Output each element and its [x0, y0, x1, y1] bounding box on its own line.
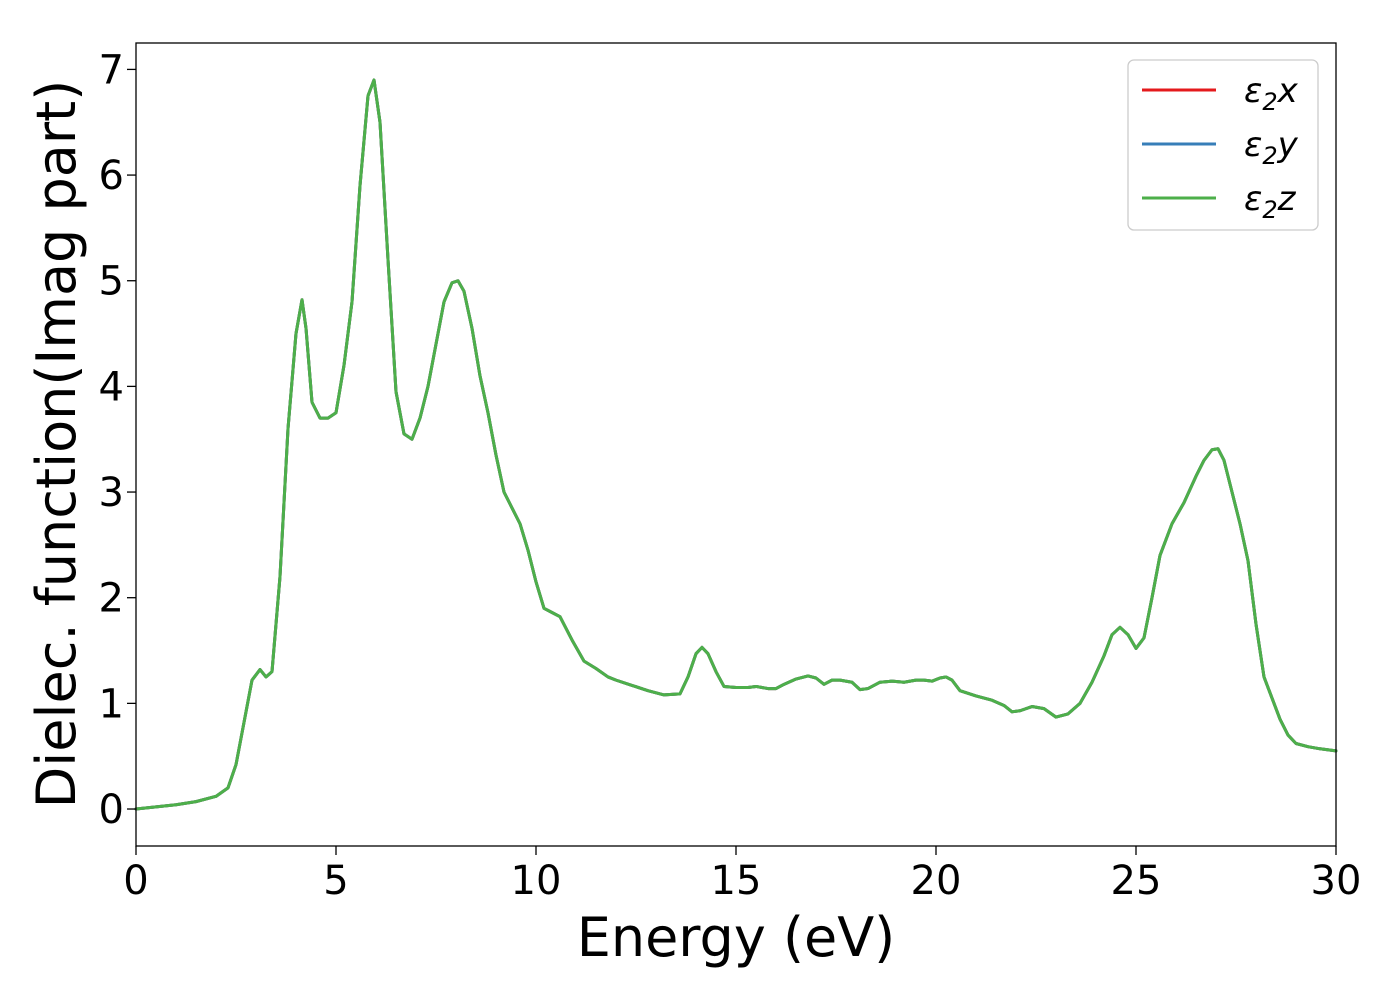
y-tick-label: 7	[99, 47, 124, 93]
x-tick-label: 25	[1111, 858, 1162, 904]
x-tick-label: 20	[911, 858, 962, 904]
x-tick-label: 30	[1311, 858, 1362, 904]
y-tick-label: 4	[99, 364, 124, 410]
y-tick-label: 0	[99, 787, 124, 833]
y-tick-label: 6	[99, 153, 124, 199]
y-tick-label: 3	[99, 470, 124, 516]
y-axis-title: Dielec. function(Imag part)	[25, 80, 88, 809]
legend-label-3: ε2z	[1244, 179, 1297, 224]
legend-box	[1127, 59, 1319, 231]
x-tick-label: 5	[323, 858, 348, 904]
y-axis: 0 1 2 3 4 5 6 7	[99, 47, 136, 833]
x-axis: 0 5 10 15 20 25 30	[123, 846, 1361, 904]
y-tick-label: 5	[99, 259, 124, 305]
y-tick-label: 2	[99, 576, 124, 622]
series-layer	[134, 78, 1338, 811]
x-tick-label: 15	[711, 858, 762, 904]
x-tick-label: 10	[511, 858, 562, 904]
y-tick-label: 1	[99, 681, 124, 727]
x-axis-title: Energy (eV)	[577, 906, 896, 969]
x-tick-label: 0	[123, 858, 148, 904]
series-line-3	[134, 78, 1338, 811]
